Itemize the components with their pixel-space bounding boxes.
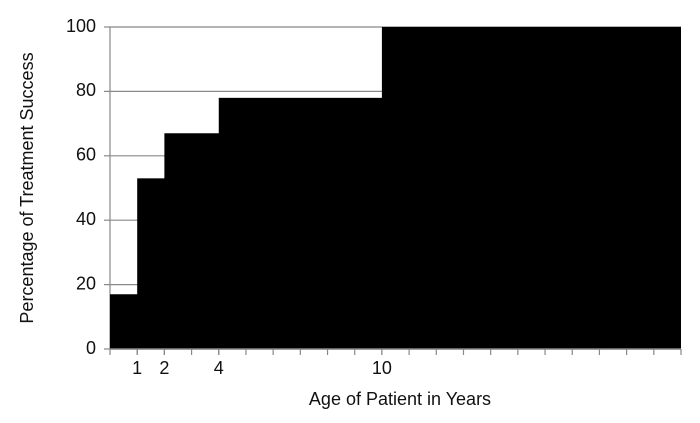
y-axis-label: Percentage of Treatment Success xyxy=(17,52,37,323)
x-tick-label: 4 xyxy=(214,358,224,378)
step-area xyxy=(218,97,383,349)
step-area xyxy=(164,133,220,349)
step-area xyxy=(110,294,138,349)
y-tick-label: 20 xyxy=(76,273,96,293)
step-area xyxy=(137,178,165,349)
y-tick-label: 80 xyxy=(76,80,96,100)
y-tick-label: 0 xyxy=(86,338,96,358)
x-tick-label: 10 xyxy=(372,358,392,378)
x-axis-label: Age of Patient in Years xyxy=(309,389,491,409)
y-tick-label: 40 xyxy=(76,209,96,229)
x-tick-label: 2 xyxy=(159,358,169,378)
x-tick-label: 1 xyxy=(132,358,142,378)
step-area xyxy=(381,27,681,349)
y-tick-label: 60 xyxy=(76,145,96,165)
y-tick-label: 100 xyxy=(66,16,96,36)
